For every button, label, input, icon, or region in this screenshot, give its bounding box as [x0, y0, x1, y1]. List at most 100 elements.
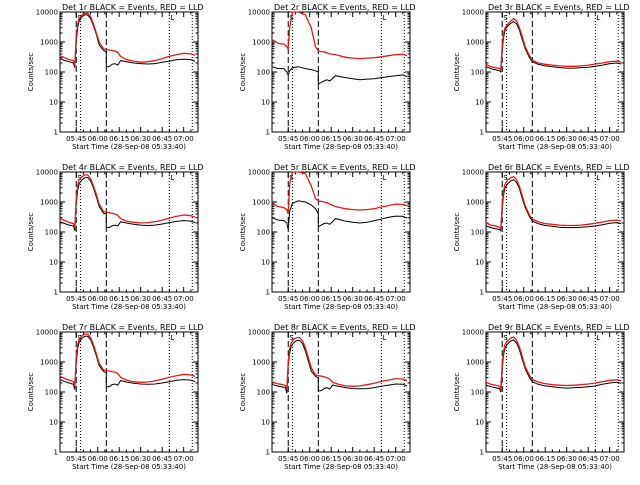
x-tick-label: 06:30: [131, 455, 151, 463]
marker-annotation: L: [596, 174, 600, 182]
y-tick-label: 10: [261, 259, 270, 267]
x-tick-label: 06:15: [321, 455, 341, 463]
y-tick-label: 100: [471, 69, 484, 77]
x-tick-label: 05:45: [66, 455, 86, 463]
x-tick-label: 06:30: [557, 295, 577, 303]
marker-annotation: L: [596, 334, 600, 342]
lld-series-line: [59, 333, 196, 387]
y-tick-label: 10: [261, 419, 270, 427]
events-series-line: [271, 66, 408, 85]
y-tick-label: 10: [49, 419, 58, 427]
x-tick-label: 06:45: [152, 455, 172, 463]
y-tick-label: 10000: [248, 329, 270, 337]
detector-panel: 1 10 100 1000 10000 05:45 06:00 06:15 06:30 06:45…: [27, 163, 204, 311]
panel-title: Det 9r BLACK = Events, RED = LLD: [488, 323, 630, 332]
lld-series-line: [271, 171, 408, 215]
marker-annotation: S: [503, 174, 508, 182]
x-tick-label: 06:30: [343, 295, 363, 303]
lld-series-line: [485, 17, 622, 71]
y-tick-label: 1000: [252, 199, 270, 207]
x-tick-label: 07:00: [174, 455, 194, 463]
y-tick-label: 1: [480, 449, 484, 457]
x-tick-label: 06:15: [321, 135, 341, 143]
x-axis-label: Start Time (28-Sep-08 05:33:40): [72, 143, 186, 151]
marker-annotation: S: [289, 334, 294, 342]
x-axis-label: Start Time (28-Sep-08 05:33:40): [284, 463, 398, 471]
x-tick-label: 06:45: [364, 455, 384, 463]
x-tick-label: 06:45: [578, 295, 598, 303]
x-tick-label: 06:15: [109, 455, 129, 463]
marker-annotation: L: [382, 174, 386, 182]
y-tick-label: 10000: [36, 169, 58, 177]
panel-title: Det 6r BLACK = Events, RED = LLD: [488, 163, 630, 172]
y-tick-label: 1: [266, 129, 270, 137]
y-tick-label: 1000: [40, 359, 58, 367]
panel-title: Det 4r BLACK = Events, RED = LLD: [62, 163, 204, 172]
x-tick-label: 06:30: [131, 295, 151, 303]
x-tick-label: 06:30: [557, 135, 577, 143]
marker-annotation: L: [170, 174, 174, 182]
x-tick-label: 05:45: [492, 295, 512, 303]
x-tick-label: 06:45: [152, 295, 172, 303]
marker-annotation: S: [503, 14, 508, 22]
detector-panel: 1 10 100 1000 10000 05:45 06:00 06:15 06:30 06:45…: [239, 323, 416, 471]
y-tick-label: 10000: [462, 329, 484, 337]
lld-series-line: [485, 175, 622, 231]
y-axis-label: Counts/sec: [239, 213, 247, 252]
lld-series-line: [485, 336, 622, 392]
x-axis-label: Start Time (28-Sep-08 05:33:40): [498, 143, 612, 151]
y-axis-label: Counts/sec: [453, 213, 461, 252]
x-tick-label: 07:00: [386, 455, 406, 463]
x-tick-label: 06:45: [578, 135, 598, 143]
y-tick-label: 100: [45, 69, 58, 77]
marker-annotation: L: [382, 334, 386, 342]
y-tick-label: 10: [475, 99, 484, 107]
panel-title: Det 3r BLACK = Events, RED = LLD: [488, 3, 630, 12]
x-tick-label: 06:45: [364, 135, 384, 143]
x-tick-label: 06:00: [88, 135, 108, 143]
x-tick-label: 06:15: [109, 295, 129, 303]
detector-panel: 1 10 100 1000 10000 05:45 06:00 06:15 06:30 06:45…: [453, 3, 630, 151]
y-tick-label: 1000: [466, 199, 484, 207]
events-series-line: [59, 177, 196, 231]
x-tick-label: 07:00: [600, 135, 620, 143]
y-tick-label: 100: [257, 69, 270, 77]
x-tick-label: 07:00: [600, 295, 620, 303]
events-series-line: [485, 20, 622, 74]
y-axis-label: Counts/sec: [27, 53, 35, 92]
x-tick-label: 06:45: [364, 295, 384, 303]
y-axis-label: Counts/sec: [453, 373, 461, 412]
events-series-line: [271, 340, 408, 394]
y-tick-label: 10000: [248, 169, 270, 177]
y-tick-label: 10: [49, 259, 58, 267]
x-tick-label: 06:45: [152, 135, 172, 143]
x-tick-label: 06:30: [343, 455, 363, 463]
lld-series-line: [271, 11, 408, 60]
marker-annotation: S: [503, 334, 508, 342]
events-series-line: [271, 200, 408, 230]
x-axis-label: Start Time (28-Sep-08 05:33:40): [284, 143, 398, 151]
x-tick-label: 05:45: [66, 135, 86, 143]
x-axis-label: Start Time (28-Sep-08 05:33:40): [498, 463, 612, 471]
y-tick-label: 10: [49, 99, 58, 107]
x-tick-label: 05:45: [492, 135, 512, 143]
x-tick-label: 06:15: [109, 135, 129, 143]
marker-annotation: L: [170, 14, 174, 22]
detector-panel: 1 10 100 1000 10000 05:45 06:00 06:15 06:30 06:45…: [453, 323, 630, 471]
lld-series-line: [59, 174, 196, 228]
x-tick-label: 06:15: [535, 455, 555, 463]
y-tick-label: 1000: [252, 359, 270, 367]
x-tick-label: 05:45: [492, 455, 512, 463]
y-tick-label: 1: [480, 129, 484, 137]
y-tick-label: 100: [45, 229, 58, 237]
marker-annotation: L: [170, 334, 174, 342]
y-axis-label: Counts/sec: [453, 53, 461, 92]
x-tick-label: 06:00: [300, 295, 320, 303]
lld-series-line: [59, 12, 196, 66]
x-axis-label: Start Time (28-Sep-08 05:33:40): [72, 463, 186, 471]
y-tick-label: 1000: [252, 39, 270, 47]
x-tick-label: 06:00: [88, 455, 108, 463]
detector-panel: 1 10 100 1000 10000 05:45 06:00 06:15 06:30 06:45…: [239, 163, 416, 311]
y-tick-label: 1: [480, 289, 484, 297]
